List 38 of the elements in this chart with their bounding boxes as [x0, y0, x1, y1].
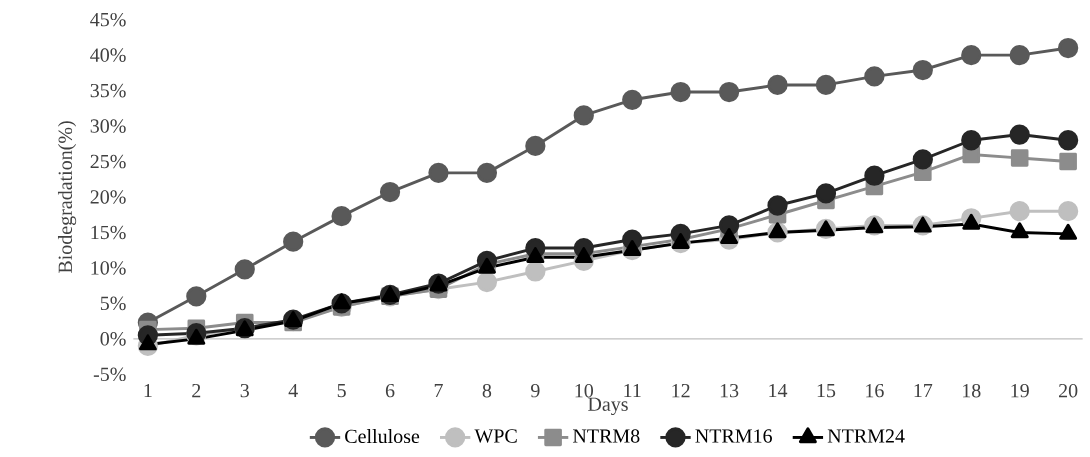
x-tick-label: 12	[672, 383, 690, 398]
y-tick-label: -5%	[93, 367, 126, 382]
y-tick-label: 20%	[90, 190, 126, 204]
x-tick-label: 11	[624, 383, 641, 398]
y-tick-label: 0%	[100, 332, 126, 346]
legend-label: NTRM16	[695, 429, 772, 443]
x-tick-label: 2	[192, 383, 201, 398]
y-tick-label: 5%	[100, 296, 126, 311]
x-tick-label: 3	[240, 383, 249, 398]
x-tick-label: 10	[575, 383, 594, 398]
y-tick-label: 15%	[91, 225, 126, 240]
y-tick-label: 10%	[91, 261, 126, 275]
x-tick-label: 8	[482, 383, 492, 398]
x-tick-label: 5	[337, 383, 346, 398]
x-tick-label: 18	[963, 383, 981, 398]
legend-label: WPC	[474, 429, 517, 443]
x-tick-label: 16	[866, 383, 884, 398]
x-tick-label: 15	[817, 383, 836, 398]
y-tick-label: 30%	[90, 119, 126, 133]
x-axis-title: Days	[588, 397, 628, 416]
x-tick-label: 19	[1011, 383, 1029, 398]
y-tick-label: 45%	[90, 12, 126, 27]
y-axis-title: Biodegradation(%)	[57, 121, 77, 274]
x-tick-label: 14	[769, 383, 788, 398]
x-tick-label: 17	[914, 383, 933, 398]
y-tick-label: 40%	[90, 48, 126, 62]
y-tick-label: 35%	[90, 83, 126, 98]
x-tick-label: 4	[288, 383, 298, 398]
x-tick-label: 9	[531, 383, 540, 398]
legend-label: NTRM24	[827, 429, 905, 443]
legend-label: NTRM8	[572, 429, 640, 443]
x-tick-label: 20	[1059, 383, 1078, 398]
legend-label: Cellulose	[345, 429, 420, 444]
x-tick-label: 13	[720, 383, 739, 398]
x-tick-label: 6	[385, 383, 395, 398]
x-tick-label: 1	[144, 383, 152, 398]
y-tick-label: 25%	[90, 154, 126, 169]
x-tick-label: 7	[434, 383, 443, 398]
